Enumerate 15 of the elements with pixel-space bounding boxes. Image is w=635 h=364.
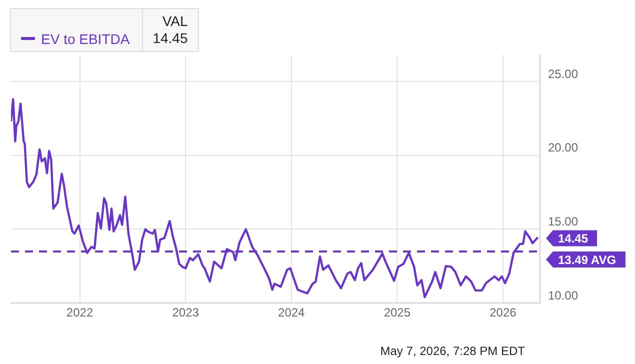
data-label: 14.45 [558,232,588,246]
ref-line-label: 13.49 AVG [558,252,616,267]
text: May 7, 2026, 7:28 PM EDT [380,344,525,358]
y-tick-label: 15.00 [548,214,578,229]
x-tick-label: 2026 [490,306,517,320]
x-tick-label: 2023 [172,306,200,320]
y-tick-label: 10.00 [548,288,578,302]
x-tick-label: 2025 [384,306,411,320]
legend-title: VAL [161,13,188,30]
y-tick-label: 25.00 [548,66,578,81]
text: 14.45 [152,30,188,46]
x-tick-label: 2024 [278,306,306,320]
legend-label: EV to EBITDA [41,31,130,47]
x-tick-label: 2022 [66,306,94,320]
y-tick-label: 20.00 [548,140,578,155]
